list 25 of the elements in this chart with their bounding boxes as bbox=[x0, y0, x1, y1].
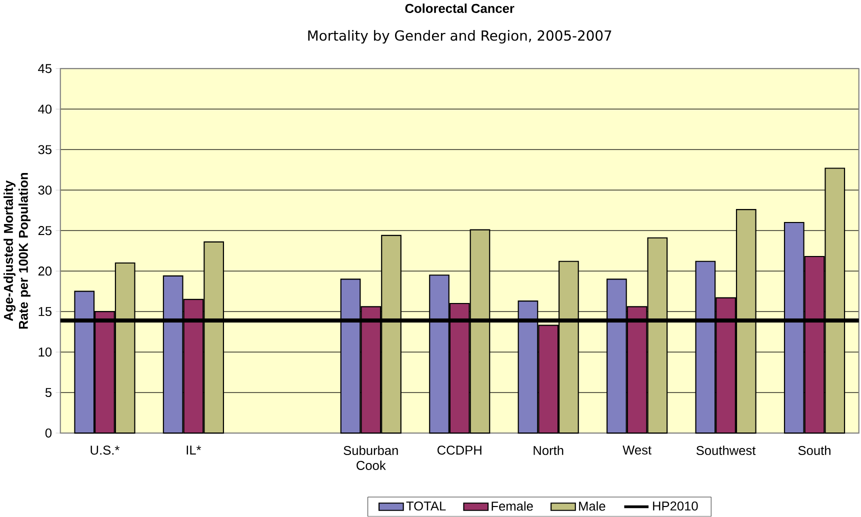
x-tick-label: West bbox=[622, 446, 652, 455]
y-tick-label: 35 bbox=[38, 145, 52, 154]
y-tick-label: 10 bbox=[38, 348, 52, 357]
x-tick-label: Suburban Cook bbox=[344, 446, 398, 470]
x-tick-label: U.S.* bbox=[90, 446, 120, 455]
x-tick-label: IL* bbox=[186, 446, 202, 455]
x-tick-label: Southwest bbox=[696, 446, 756, 456]
legend-label: TOTAL bbox=[406, 502, 446, 511]
legend-label: Male bbox=[579, 501, 606, 511]
x-tick-label: South bbox=[798, 446, 830, 456]
y-tick-label: 30 bbox=[38, 186, 52, 195]
x-tick-label: North bbox=[534, 446, 564, 456]
y-tick-label: 15 bbox=[38, 307, 52, 316]
y-tick-label: 40 bbox=[38, 104, 52, 114]
chart-subtitle: Mortality by Gender and Region, 2005-2007 bbox=[308, 30, 612, 44]
y-tick-label: 5 bbox=[45, 388, 52, 398]
y-tick-label: 25 bbox=[38, 226, 52, 236]
y-tick-label: 45 bbox=[38, 64, 52, 74]
chart-title: Colorectal Cancer bbox=[405, 4, 514, 14]
y-tick-label: 20 bbox=[38, 266, 52, 276]
y-axis-title: Age-Adjusted Mortality Rate per 100K Population bbox=[4, 173, 30, 329]
legend-label: Female bbox=[492, 501, 533, 511]
legend-label: HP2010 bbox=[653, 502, 698, 511]
y-tick-label: 0 bbox=[45, 428, 52, 438]
x-tick-label: CCDPH bbox=[437, 446, 482, 455]
